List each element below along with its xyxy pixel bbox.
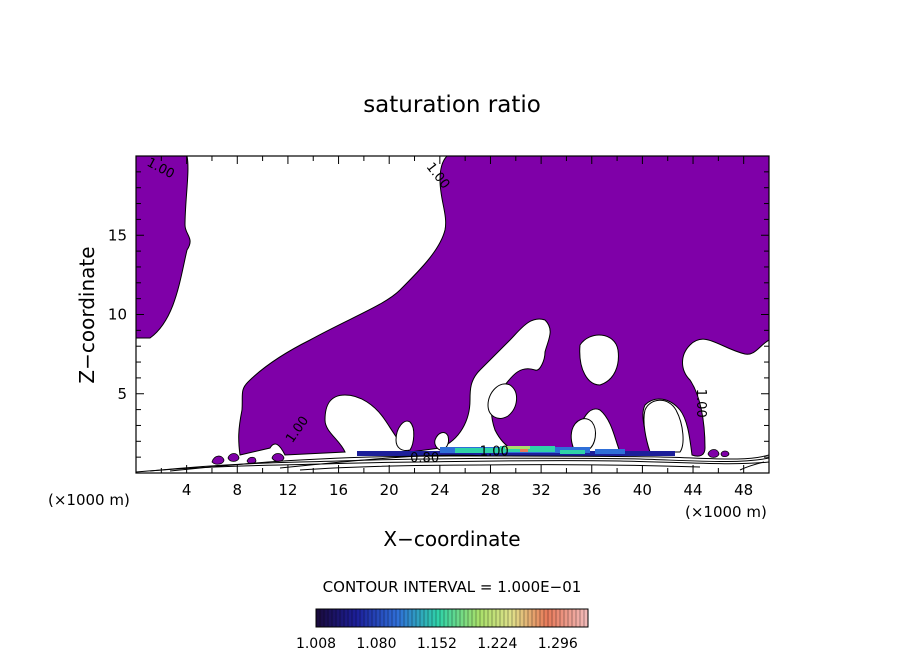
x-tick-label: 32: [532, 481, 551, 499]
contour-line: [279, 454, 491, 469]
supersat-band: [520, 449, 528, 452]
y-tick-label: 5: [117, 385, 127, 403]
supersat-band: [560, 450, 585, 454]
supersat-band: [505, 446, 530, 449]
x-tick-label: 28: [481, 481, 500, 499]
x-tick-label: 24: [430, 481, 449, 499]
contour-hole: [579, 334, 619, 386]
colorbar-tick-label: 1.008: [296, 636, 336, 652]
contour-line: [136, 460, 769, 473]
x-axis-unit-right: (×1000 m): [685, 503, 767, 521]
contour-interval-text: CONTOUR INTERVAL = 1.000E−01: [323, 578, 582, 596]
x-tick-label: 12: [278, 481, 297, 499]
y-tick-label: 10: [108, 306, 127, 324]
contour-label: 0.80: [410, 451, 439, 466]
contour-hole: [434, 432, 449, 451]
y-axis-ticks: 5 10 15: [108, 171, 769, 458]
contour-label: 1.00: [480, 445, 509, 460]
contour-island: [227, 453, 240, 462]
contour-line: [739, 461, 765, 471]
chart-title: saturation ratio: [363, 92, 541, 118]
plot-area: 1.00 1.001.001.000.80 1.00: [136, 156, 769, 473]
colorbar-tick-label: 1.152: [417, 636, 457, 652]
contour-island: [211, 455, 225, 465]
colorbar-stripes: [319, 609, 585, 627]
contour-hole: [487, 383, 517, 419]
colorbar-labels: 1.008 1.080 1.152 1.224 1.296: [296, 636, 578, 652]
x-tick-label: 8: [233, 481, 243, 499]
supersat-band: [357, 451, 675, 456]
contour-island: [720, 450, 730, 458]
supersat-band: [595, 449, 625, 454]
x-tick-label: 4: [182, 481, 192, 499]
contour-label: 1.00: [693, 389, 708, 418]
contour-hole: [570, 418, 596, 451]
x-tick-label: 40: [633, 481, 652, 499]
contour-region-left: [136, 156, 191, 339]
y-axis-label: Z−coordinate: [75, 246, 99, 383]
x-tick-label: 36: [582, 481, 601, 499]
x-tick-label: 44: [683, 481, 702, 499]
x-axis-label: X−coordinate: [383, 527, 520, 551]
contour-hole: [643, 399, 684, 453]
y-tick-label: 15: [108, 226, 127, 244]
colorbar-tick-label: 1.080: [356, 636, 396, 652]
x-tick-label: 48: [734, 481, 753, 499]
contour-island: [271, 453, 285, 462]
x-tick-label: 16: [329, 481, 348, 499]
x-axis-unit-left: (×1000 m): [48, 491, 130, 509]
contour-region-main: [238, 156, 769, 457]
contour-island: [246, 456, 257, 465]
contour-line: [169, 454, 769, 472]
colorbar-tick-label: 1.296: [538, 636, 578, 652]
x-tick-label: 20: [380, 481, 399, 499]
contour-island: [707, 449, 720, 458]
contour-hole: [395, 420, 415, 451]
contour-line: [299, 464, 701, 471]
x-axis-ticks: 4 8 12 16 20 24 28 32 36 40 44 48: [160, 156, 753, 499]
supersat-band: [455, 448, 505, 453]
colorbar-tick-label: 1.224: [477, 636, 517, 652]
